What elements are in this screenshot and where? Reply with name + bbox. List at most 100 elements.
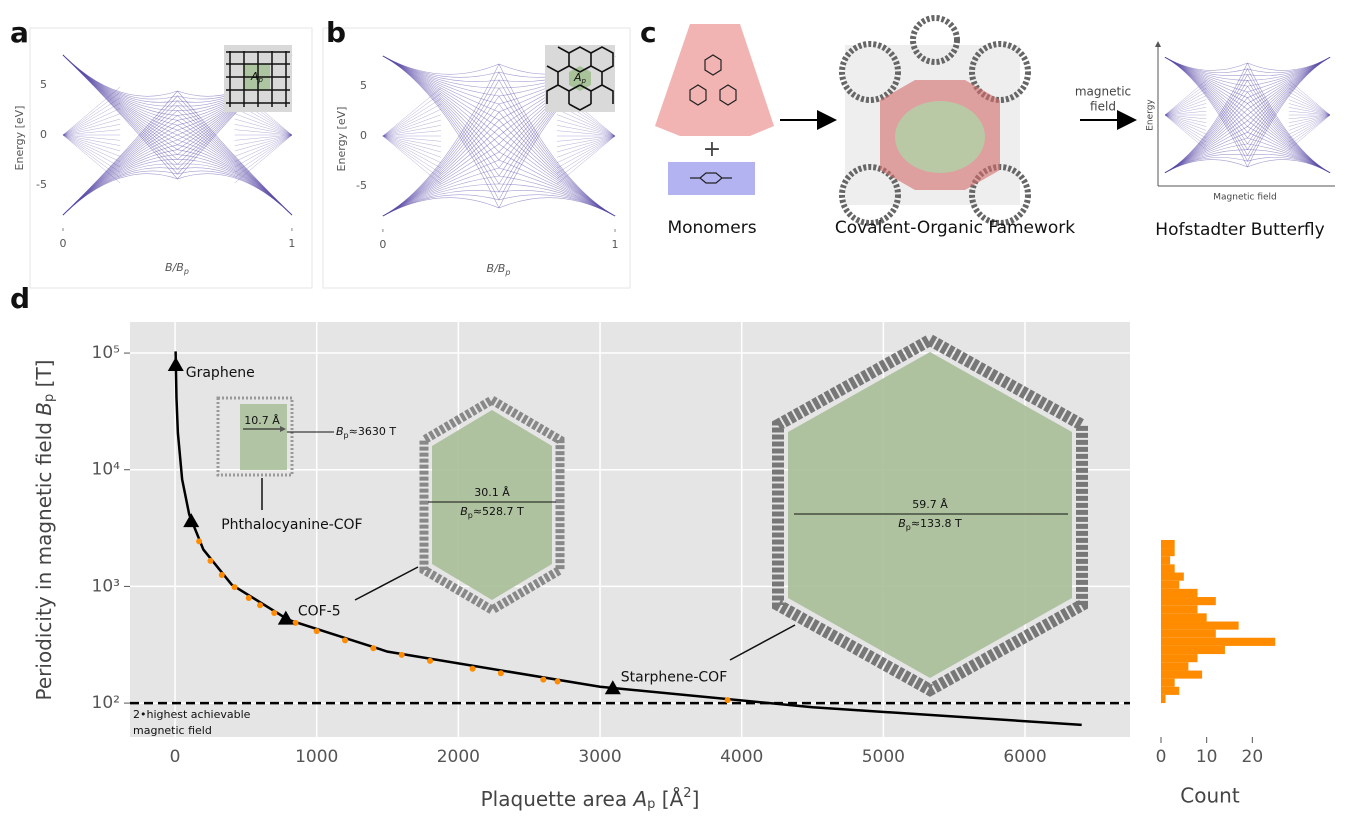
butterfly-line bbox=[382, 98, 442, 137]
x-axis-label-part: p bbox=[183, 267, 189, 276]
butterfly-line bbox=[234, 134, 293, 178]
butterfly-line bbox=[234, 108, 293, 136]
highlight-point bbox=[196, 538, 203, 545]
highlight-point bbox=[554, 678, 561, 685]
schematic-label: Monomers bbox=[667, 218, 756, 238]
histogram-bar bbox=[1160, 629, 1216, 638]
butterfly-line bbox=[62, 108, 121, 136]
butterfly-line bbox=[556, 135, 616, 153]
butterfly-line bbox=[1164, 56, 1248, 81]
histogram-bar bbox=[1160, 694, 1166, 704]
honeycomb-lattice-inset: Ap bbox=[545, 45, 615, 112]
butterfly-line bbox=[382, 130, 441, 137]
x-tick-label: 3000 bbox=[578, 747, 621, 767]
butterfly-line bbox=[382, 55, 499, 89]
schematic-label: Hofstadter Butterfly bbox=[1155, 220, 1324, 240]
x-tick-label: 2000 bbox=[437, 747, 480, 767]
schematic-label: Covalent-Organic Famework bbox=[835, 218, 1075, 238]
butterfly-line bbox=[1164, 87, 1207, 116]
histogram-bar bbox=[1160, 548, 1175, 557]
arrow-label: magnetic bbox=[1075, 85, 1131, 99]
butterfly-line bbox=[382, 135, 442, 163]
y-tick-label: 10⁵ bbox=[92, 343, 120, 363]
butterfly-line bbox=[1288, 95, 1331, 116]
butterfly-line bbox=[1164, 114, 1207, 139]
butterfly-line bbox=[498, 183, 616, 217]
histogram-bar bbox=[1160, 654, 1198, 663]
butterfly-line bbox=[1288, 107, 1331, 116]
y-tick-label: -5 bbox=[356, 179, 367, 192]
marker bbox=[277, 610, 294, 625]
y-tick-label: 5 bbox=[360, 79, 367, 92]
histogram-plot: 0 10 20 bbox=[1156, 539, 1276, 767]
highlight-point bbox=[271, 610, 278, 617]
butterfly-line bbox=[382, 135, 442, 185]
y-tick-label: -5 bbox=[36, 178, 47, 191]
butterfly-line bbox=[1247, 56, 1331, 168]
butterfly-line bbox=[1164, 95, 1207, 116]
butterfly-line bbox=[382, 63, 500, 217]
butterfly-line bbox=[1288, 114, 1331, 147]
butterfly-line bbox=[556, 135, 616, 147]
schematic: + Monomers Covalent-Organic Famework mag… bbox=[655, 15, 1335, 240]
butterfly-line bbox=[62, 54, 178, 146]
marker bbox=[604, 680, 621, 695]
butterfly-line bbox=[1164, 114, 1207, 150]
butterfly-line bbox=[62, 54, 178, 180]
butterfly-line bbox=[1288, 114, 1331, 131]
y-axis-label: Energy [eV] bbox=[13, 106, 26, 171]
butterfly-line bbox=[556, 135, 616, 174]
histogram-bar bbox=[1160, 645, 1225, 655]
histogram-bar bbox=[1160, 678, 1175, 687]
highlight-point bbox=[427, 657, 434, 664]
butterfly-line bbox=[177, 163, 293, 216]
butterfly-line bbox=[1288, 99, 1331, 116]
butterfly-line bbox=[62, 173, 178, 216]
inset-width-label: 59.7 Å bbox=[912, 498, 948, 511]
butterfly-line bbox=[62, 134, 121, 141]
butterfly-line bbox=[1164, 56, 1248, 168]
butterfly-line bbox=[234, 134, 293, 184]
panel-label: d bbox=[10, 282, 30, 315]
x-tick-label: 0 bbox=[379, 238, 386, 251]
y-tick-label: 10³ bbox=[92, 576, 120, 596]
marker bbox=[183, 513, 200, 528]
butterfly-line bbox=[62, 129, 121, 136]
butterfly-line bbox=[382, 183, 499, 217]
x-tick-label: 10 bbox=[1196, 747, 1218, 767]
highlight-point bbox=[257, 602, 264, 609]
butterfly-line bbox=[234, 134, 292, 146]
butterfly-line bbox=[498, 190, 616, 217]
panel-label: a bbox=[10, 16, 29, 49]
butterfly-line bbox=[1164, 114, 1207, 127]
histogram-bar bbox=[1160, 597, 1216, 606]
butterfly-line bbox=[234, 118, 292, 136]
highlight-point bbox=[540, 676, 547, 683]
butterfly-line bbox=[382, 55, 500, 82]
x-axis-label: Plaquette area Ap [Å2] bbox=[481, 786, 700, 812]
x-tick-label: 1 bbox=[612, 238, 619, 251]
panel-d-plot: 0 1000 2000 3000 4000 5000 6000 10² 10³ 10⁴ 10⁵ 2•h… bbox=[92, 322, 1130, 767]
butterfly-line bbox=[556, 135, 616, 179]
curve bbox=[174, 351, 1082, 727]
highlight-point bbox=[469, 665, 476, 672]
butterfly-line bbox=[556, 135, 616, 163]
marker-label: COF-5 bbox=[298, 604, 341, 620]
butterfly-line bbox=[1164, 99, 1207, 116]
x-tick-label: 4000 bbox=[720, 747, 763, 767]
threshold-label: magnetic field bbox=[133, 724, 212, 737]
butterfly-line bbox=[62, 134, 121, 173]
highlight-point bbox=[370, 645, 377, 652]
histogram-bar bbox=[1160, 637, 1276, 646]
butterfly-line bbox=[1247, 149, 1331, 174]
y-tick-label: 0 bbox=[360, 129, 367, 142]
x-axis-label: B/Bp bbox=[487, 262, 511, 277]
butterfly-line bbox=[556, 135, 616, 142]
butterfly-line bbox=[1288, 114, 1331, 123]
inset-label: Ap bbox=[250, 70, 264, 84]
marker-label: Graphene bbox=[186, 365, 255, 381]
histogram-bar bbox=[1160, 621, 1239, 630]
x-tick-label: 6000 bbox=[1003, 747, 1046, 767]
x-tick-label: 1 bbox=[288, 237, 295, 250]
